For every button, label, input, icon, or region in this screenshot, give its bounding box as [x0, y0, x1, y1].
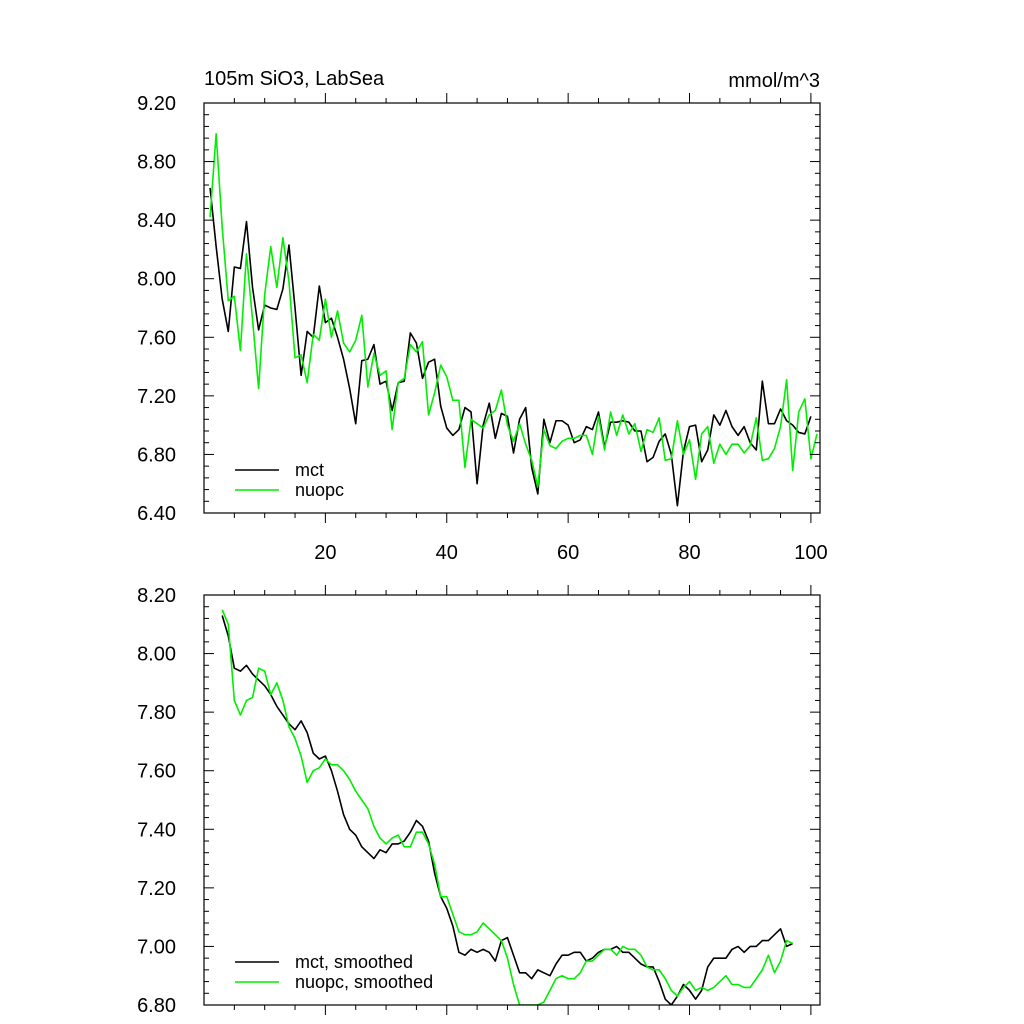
- y-tick-label: 7.20: [137, 878, 176, 900]
- y-tick-label: 7.00: [137, 936, 176, 958]
- y-tick-label: 6.80: [137, 995, 176, 1017]
- x-tick-label: 20: [314, 542, 336, 564]
- y-tick-label: 8.80: [137, 152, 176, 174]
- y-tick-label: 8.00: [137, 644, 176, 666]
- bottom-chart-tick-labels: 6.80 7.00 7.20 7.40 7.60 7.80 8.00 8.20: [137, 585, 176, 1017]
- y-tick-label: 7.60: [137, 761, 176, 783]
- y-tick-label: 8.00: [137, 269, 176, 291]
- series-line-nuopc: [209, 132, 818, 488]
- top-chart-panel: 105m SiO3, LabSea mmol/m^3 6.40 6.80 7.20 7…: [137, 68, 828, 564]
- chart-title: 105m SiO3, LabSea: [204, 68, 385, 90]
- top-chart-tick-labels: 6.40 6.80 7.20 7.60 8.00 8.40 8.80 9.20 20 40 60 80…: [137, 93, 828, 564]
- y-tick-label: 7.20: [137, 386, 176, 408]
- y-tick-label: 7.40: [137, 819, 176, 841]
- x-tick-label: 40: [436, 542, 458, 564]
- legend-label: mct, smoothed: [295, 952, 413, 972]
- bottom-chart-panel: 6.80 7.00 7.20 7.40 7.60 7.80 8.00 8.20 mct, sm…: [137, 585, 821, 1017]
- bottom-chart-frame: [203, 594, 821, 1006]
- legend-label: nuopc: [295, 480, 344, 500]
- top-chart-series-lines: [209, 132, 818, 507]
- series-line-nuopc-smoothed: [221, 609, 794, 1005]
- y-tick-label: 7.80: [137, 702, 176, 724]
- series-line-mct-smoothed: [221, 615, 794, 1005]
- series-line-mct: [209, 187, 812, 507]
- x-tick-label: 60: [557, 542, 579, 564]
- bottom-chart-ticks: [204, 585, 820, 1015]
- legend-label: nuopc, smoothed: [295, 972, 433, 992]
- y-tick-label: 7.60: [137, 327, 176, 349]
- y-tick-label: 6.40: [137, 503, 176, 525]
- y-tick-label: 8.40: [137, 210, 176, 232]
- bottom-chart-series-lines: [221, 609, 794, 1005]
- x-tick-label: 80: [678, 542, 700, 564]
- y-tick-label: 6.80: [137, 444, 176, 466]
- y-tick-label: 9.20: [137, 93, 176, 115]
- legend-label: mct: [295, 460, 324, 480]
- x-tick-label: 100: [794, 542, 827, 564]
- top-chart-ticks: [204, 93, 820, 523]
- units-label: mmol/m^3: [728, 70, 820, 92]
- y-tick-label: 8.20: [137, 585, 176, 607]
- top-chart-frame: [203, 102, 821, 514]
